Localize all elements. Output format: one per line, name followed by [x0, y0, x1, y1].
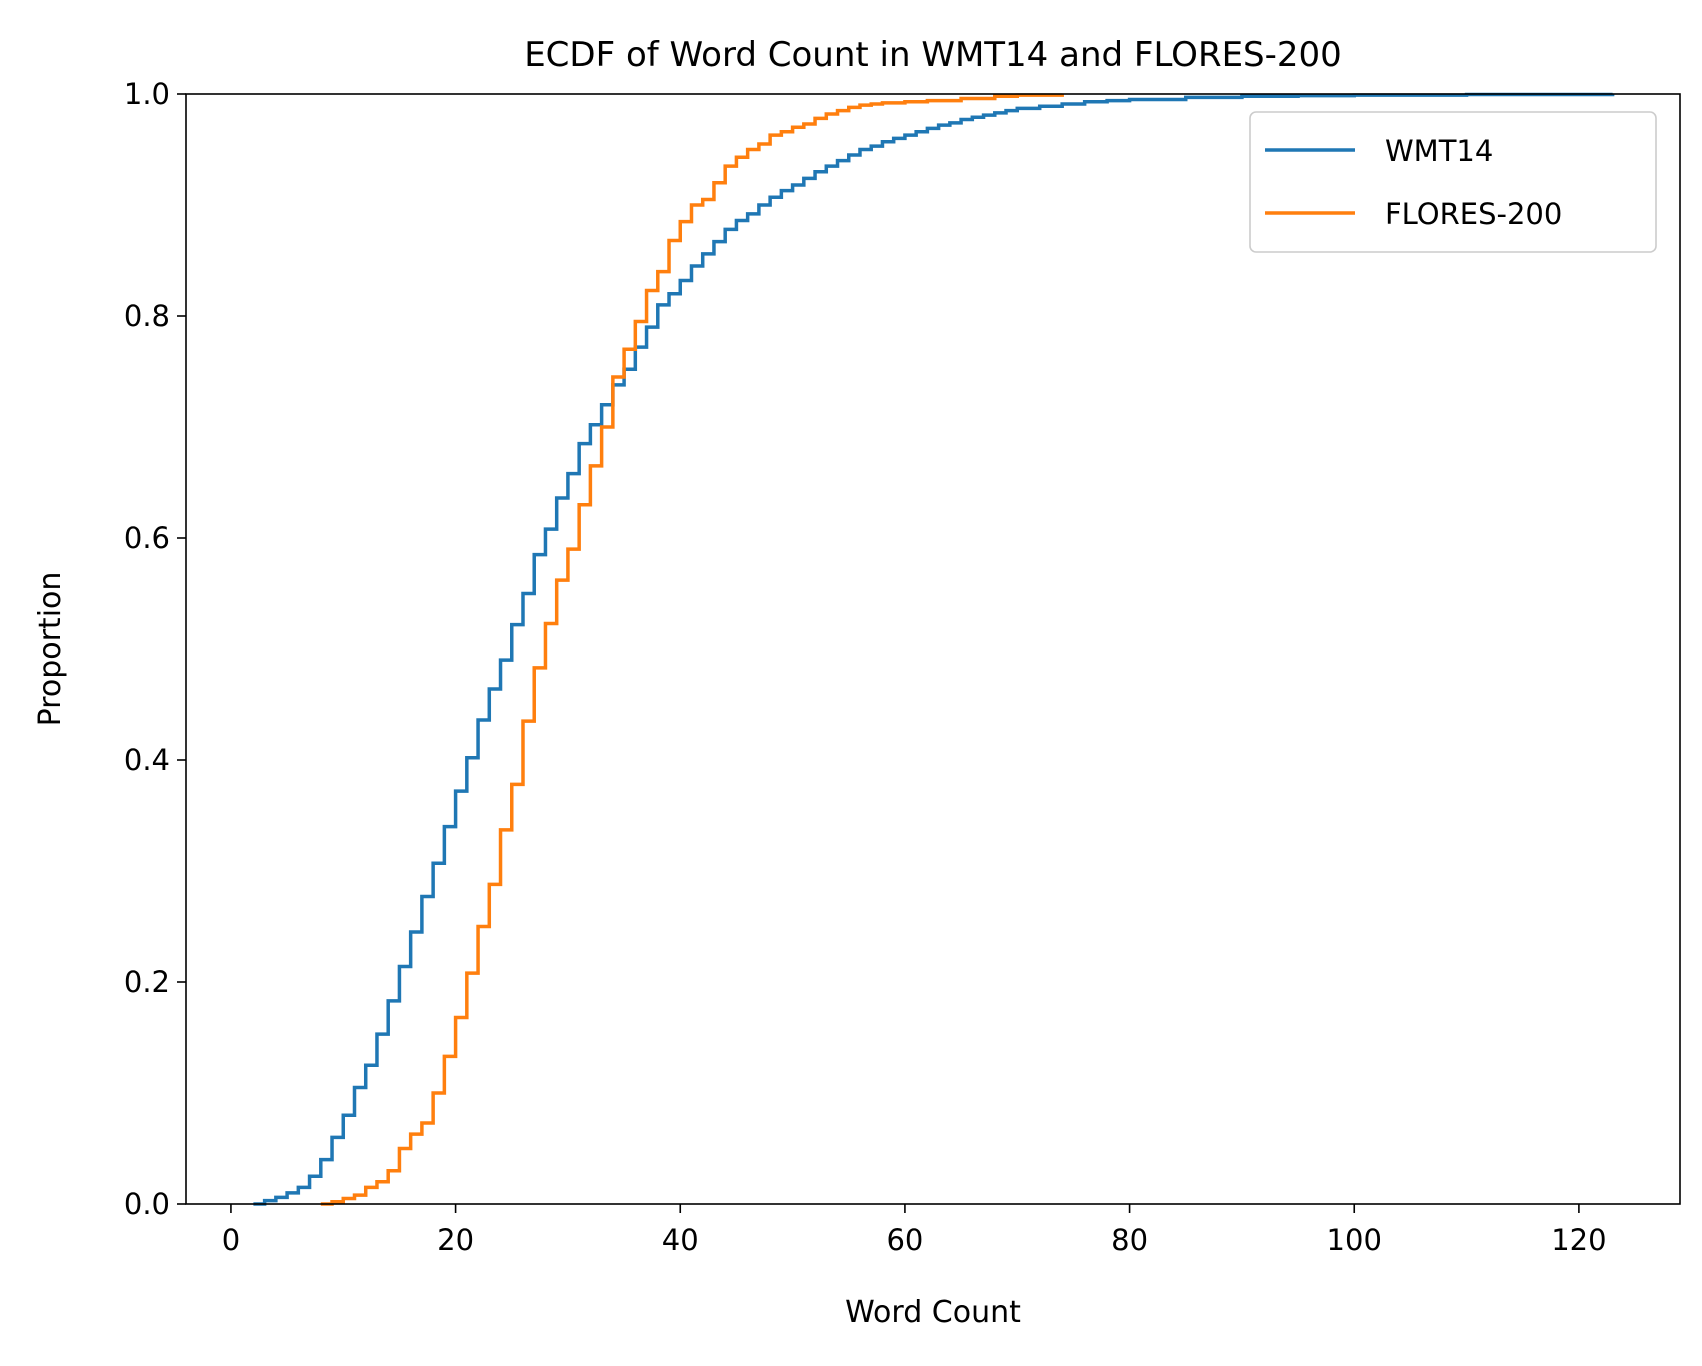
x-tick-label: 60	[886, 1223, 923, 1257]
x-tick-label: 0	[222, 1223, 240, 1257]
legend-label-wmt14: WMT14	[1385, 134, 1493, 168]
x-tick-label: 120	[1551, 1223, 1606, 1257]
x-tick-label: 40	[662, 1223, 699, 1257]
series-line-wmt14	[253, 92, 1615, 1206]
y-tick-label: 0.8	[124, 299, 170, 333]
y-tick-label: 0.2	[124, 965, 170, 999]
series-line-flores-200	[320, 93, 1064, 1206]
y-tick-label: 0.0	[124, 1187, 170, 1221]
chart-title: ECDF of Word Count in WMT14 and FLORES-2…	[524, 35, 1342, 75]
legend-box	[1249, 111, 1657, 253]
x-tick-label: 80	[1111, 1223, 1148, 1257]
y-axis-label: Proportion	[33, 572, 68, 727]
legend: WMT14 FLORES-200	[1249, 111, 1657, 253]
x-tick-label: 100	[1327, 1223, 1382, 1257]
y-axis-ticks: 0.0 0.2 0.4 0.6 0.8 1.0	[124, 77, 186, 1221]
series-layer	[253, 92, 1615, 1206]
legend-label-flores-200: FLORES-200	[1385, 197, 1562, 231]
x-tick-label: 20	[437, 1223, 474, 1257]
plot-area	[186, 94, 1680, 1204]
y-tick-label: 1.0	[124, 77, 170, 111]
y-tick-label: 0.4	[124, 743, 170, 777]
x-axis-ticks: 0 20 40 60 80 100 120	[222, 1204, 1607, 1257]
y-tick-label: 0.6	[124, 521, 170, 555]
axes-frame	[185, 93, 1681, 1205]
x-axis-label: Word Count	[845, 1295, 1021, 1330]
